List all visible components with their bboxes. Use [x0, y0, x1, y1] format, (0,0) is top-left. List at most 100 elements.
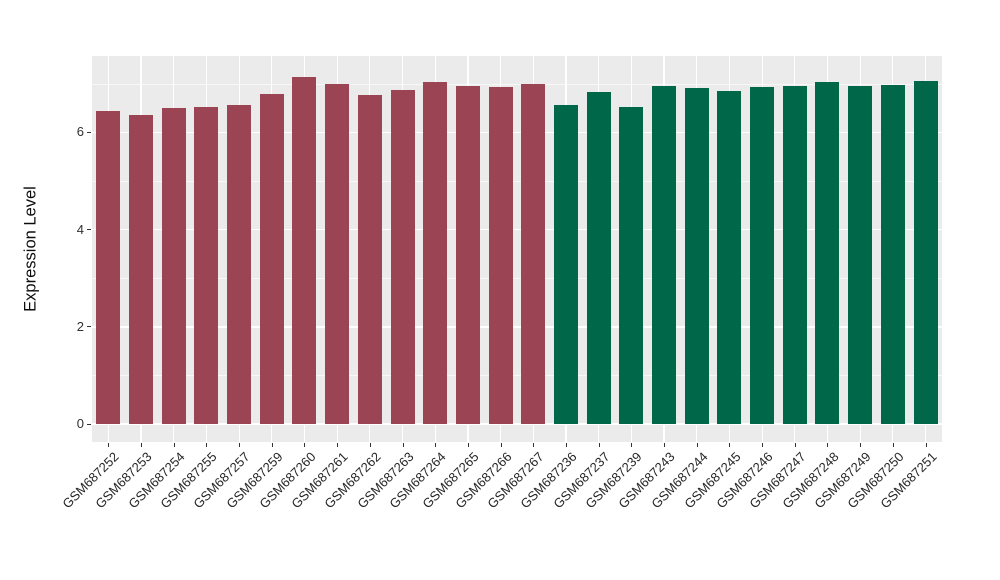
y-tick-mark	[87, 326, 91, 328]
bar-GSM687236	[553, 105, 578, 424]
bar-GSM687248	[815, 82, 840, 424]
bar-GSM687250	[880, 85, 905, 424]
x-tick-mark	[860, 443, 862, 447]
x-tick-mark	[271, 443, 273, 447]
x-tick-mark	[892, 443, 894, 447]
bar-GSM687237	[586, 91, 611, 424]
x-tick-mark	[762, 443, 764, 447]
bar-GSM687254	[161, 108, 186, 424]
bar-GSM687252	[96, 110, 121, 424]
bar-slot	[386, 56, 419, 447]
bar-slot	[778, 56, 811, 447]
bar-GSM687243	[652, 85, 677, 424]
bar-slot	[92, 56, 125, 447]
bar-GSM687266	[488, 87, 513, 424]
gridline-minor	[92, 375, 942, 377]
bar-GSM687260	[292, 76, 317, 424]
bar-slot	[452, 56, 485, 447]
bar-GSM687246	[750, 86, 775, 424]
gridline-major	[92, 423, 942, 425]
bar-slot	[550, 56, 583, 447]
bar-GSM687247	[782, 86, 807, 424]
bar-slot	[484, 56, 517, 447]
bar-slot	[844, 56, 877, 447]
bar-slot	[746, 56, 779, 447]
bar-slot	[909, 56, 942, 447]
bar-slots	[92, 56, 942, 447]
bar-GSM687267	[521, 83, 546, 424]
bar-GSM687255	[194, 106, 219, 424]
bar-GSM687253	[129, 115, 154, 424]
bar-slot	[615, 56, 648, 447]
y-axis-title: Expression Level	[21, 186, 40, 312]
x-axis-labels: GSM687252 GSM687253 GSM687254 GSM687255 GSM6…	[60, 447, 942, 547]
y-tick-mark	[87, 229, 91, 231]
bar-slot	[811, 56, 844, 447]
gridline-minor	[92, 83, 942, 85]
x-tick-mark	[467, 443, 469, 447]
gridline-minor	[92, 180, 942, 182]
x-tick-mark	[533, 443, 535, 447]
y-tick-label: 2	[76, 318, 84, 334]
y-tick-mark	[87, 131, 91, 133]
plot-panel	[92, 56, 942, 447]
bar-slot	[648, 56, 681, 447]
bar-slot	[419, 56, 452, 447]
x-tick-mark	[565, 443, 567, 447]
bar-slot	[190, 56, 223, 447]
bar-GSM687261	[325, 83, 350, 424]
bar-GSM687251	[913, 80, 938, 424]
x-tick-mark	[173, 443, 175, 447]
x-tick-mark	[664, 443, 666, 447]
bar-slot	[321, 56, 354, 447]
bar-GSM687263	[390, 90, 415, 424]
x-tick-mark	[925, 443, 927, 447]
bar-slot	[288, 56, 321, 447]
x-tick-mark	[729, 443, 731, 447]
x-tick-mark	[141, 443, 143, 447]
gridline-minor	[92, 277, 942, 279]
bar-slot	[680, 56, 713, 447]
bar-GSM687262	[357, 95, 382, 424]
bar-GSM687244	[684, 88, 709, 424]
y-tick-label: 0	[76, 416, 84, 431]
x-tick-mark	[337, 443, 339, 447]
gridlines	[92, 56, 942, 442]
gridline-major	[92, 131, 942, 134]
bar-slot	[517, 56, 550, 447]
bar-slot	[582, 56, 615, 447]
x-tick-mark	[631, 443, 633, 447]
y-tick-label: 4	[76, 221, 84, 237]
bar-GSM687259	[259, 93, 284, 424]
x-tick-mark	[435, 443, 437, 447]
bar-slot	[255, 56, 288, 447]
x-tick-mark	[108, 443, 110, 447]
x-tick-mark	[402, 443, 404, 447]
x-tick-mark	[598, 443, 600, 447]
gridline-major	[92, 326, 942, 328]
y-tick-mark	[87, 423, 91, 425]
bar-GSM687257	[227, 105, 252, 424]
bar-slot	[713, 56, 746, 447]
bar-GSM687245	[717, 91, 742, 424]
bar-GSM687265	[455, 86, 480, 424]
bar-slot	[125, 56, 158, 447]
x-tick-mark	[794, 443, 796, 447]
x-tick-mark	[696, 443, 698, 447]
x-tick-mark	[827, 443, 829, 447]
x-tick-mark	[304, 443, 306, 447]
x-tick-mark	[369, 443, 371, 447]
bar-slot	[223, 56, 256, 447]
x-tick-mark	[500, 443, 502, 447]
gridline-major	[92, 228, 942, 231]
bar-slot	[877, 56, 910, 447]
y-tick-label: 6	[76, 124, 84, 140]
bar-GSM687239	[619, 107, 644, 424]
bar-slot	[157, 56, 190, 447]
x-tick-mark	[206, 443, 208, 447]
bar-GSM687264	[423, 82, 448, 424]
x-tick-mark	[239, 443, 241, 447]
bar-slot	[354, 56, 387, 447]
bar-GSM687249	[848, 85, 873, 424]
